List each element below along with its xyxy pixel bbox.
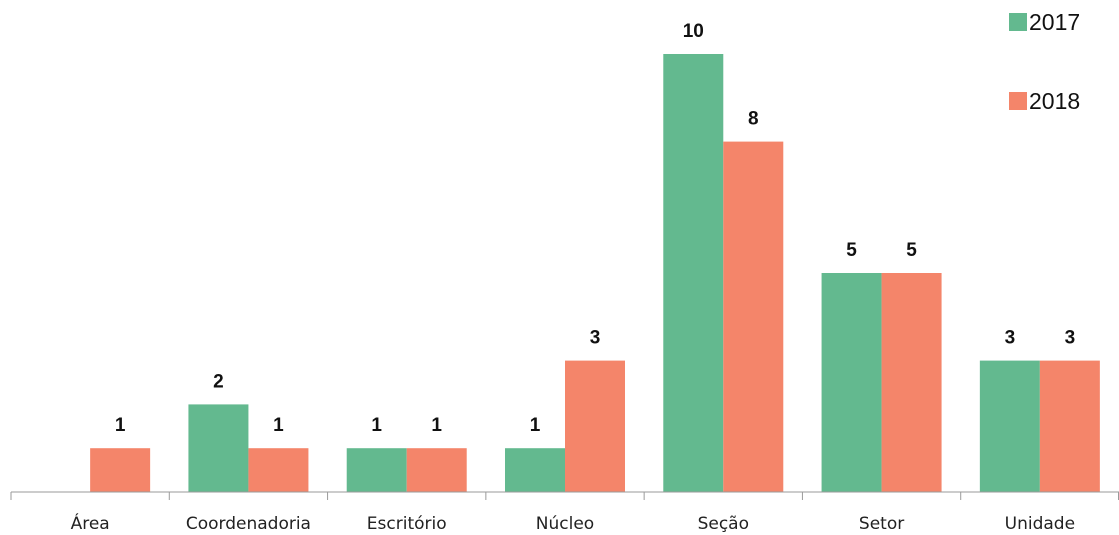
bar-2018-Setor: [881, 273, 942, 492]
legend-label-2017: 2017: [1029, 9, 1080, 35]
data-label-2018-Área: 1: [115, 415, 126, 436]
legend-swatch-2017: [1009, 13, 1027, 31]
bar-2018-Escritório: [406, 448, 467, 492]
x-tick-label-Núcleo: Núcleo: [536, 514, 594, 534]
bar-2018-Unidade: [1039, 360, 1100, 492]
bar-2018-Núcleo: [565, 360, 625, 492]
data-labels-layer: 1 2 1 1 1 1 3 10 8 5 5 3 3: [115, 21, 1075, 436]
x-axis-tick-labels: Área Coordenadoria Escritório Núcleo Seção Se…: [71, 512, 1075, 534]
x-tick-label-Unidade: Unidade: [1005, 514, 1075, 534]
legend-label-2018: 2018: [1029, 88, 1080, 114]
bar-2018-Área: [90, 448, 151, 492]
bar-2017-Unidade: [979, 360, 1040, 492]
data-label-2018-Seção: 8: [748, 109, 759, 130]
bar-2017-Setor: [821, 273, 882, 492]
data-label-2017-Escritório: 1: [371, 415, 382, 436]
data-label-2017-Coordenadoria: 2: [213, 371, 224, 392]
x-tick-label-Área: Área: [71, 512, 110, 534]
bars-layer: [90, 54, 1100, 492]
x-tick-label-Setor: Setor: [859, 514, 904, 534]
data-label-2017-Unidade: 3: [1005, 328, 1016, 349]
bar-2018-Seção: [723, 141, 784, 492]
bar-2017-Seção: [663, 54, 724, 492]
data-label-2018-Núcleo: 3: [590, 328, 601, 349]
legend: 2017 2018: [1009, 9, 1080, 114]
bar-2017-Núcleo: [505, 448, 565, 492]
data-label-2018-Escritório: 1: [431, 415, 442, 436]
data-label-2017-Núcleo: 1: [530, 415, 541, 436]
data-label-2018-Coordenadoria: 1: [273, 415, 284, 436]
legend-swatch-2018: [1009, 92, 1027, 110]
bar-2017-Escritório: [346, 448, 407, 492]
data-label-2018-Unidade: 3: [1065, 328, 1076, 349]
x-tick-label-Seção: Seção: [698, 514, 749, 534]
data-label-2017-Seção: 10: [683, 21, 704, 42]
bar-2017-Coordenadoria: [188, 404, 249, 492]
data-label-2017-Setor: 5: [846, 240, 857, 261]
x-axis-ticks: [10, 492, 1119, 500]
x-tick-label-Coordenadoria: Coordenadoria: [186, 514, 311, 534]
data-label-2018-Setor: 5: [906, 240, 917, 261]
x-tick-label-Escritório: Escritório: [367, 514, 447, 534]
bar-2018-Coordenadoria: [248, 448, 309, 492]
